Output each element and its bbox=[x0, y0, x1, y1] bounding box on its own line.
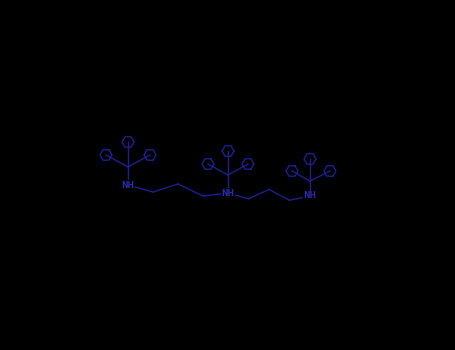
Text: NH: NH bbox=[303, 191, 317, 201]
Text: NH: NH bbox=[121, 181, 135, 189]
Text: NH: NH bbox=[222, 189, 234, 197]
